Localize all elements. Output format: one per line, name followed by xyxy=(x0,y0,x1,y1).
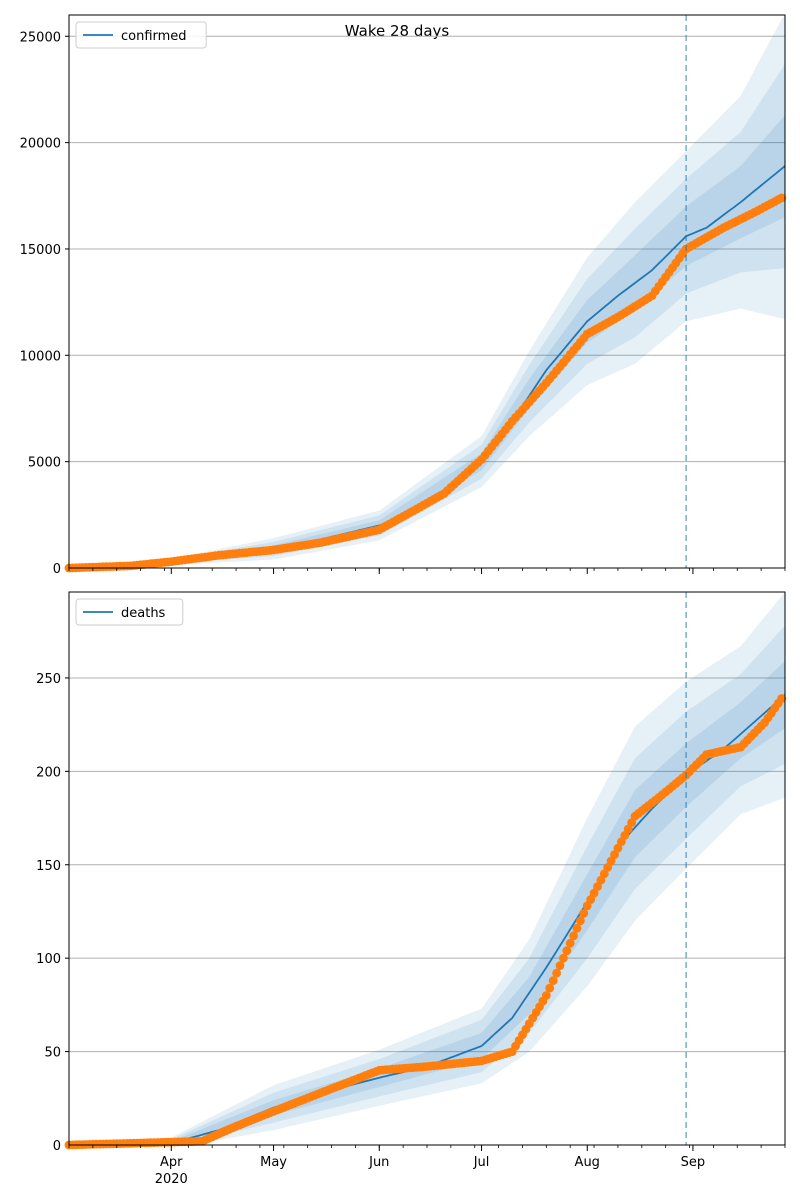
deaths-band-mid xyxy=(69,625,785,1145)
deaths-xtick-label: Apr xyxy=(160,1155,183,1170)
deaths-observed-point xyxy=(576,916,585,926)
deaths-ytick-label: 100 xyxy=(36,952,61,967)
confirmed-panel: 0 5000 10000 15000 20000 25000 confirmed xyxy=(20,14,786,577)
deaths-legend: deaths xyxy=(75,598,184,626)
deaths-xtick-label: Aug xyxy=(575,1155,600,1170)
confirmed-ytick-label: 0 xyxy=(53,562,61,577)
deaths-observed-point xyxy=(555,961,565,970)
deaths-observed-point xyxy=(545,983,555,993)
deaths-xtick-label: Jul xyxy=(473,1155,490,1170)
deaths-observed-point xyxy=(548,976,558,985)
deaths-observed-point xyxy=(579,908,589,918)
deaths-observed-point xyxy=(562,946,572,956)
confirmed-ytick-label: 20000 xyxy=(20,137,61,152)
confirmed-ytick-label: 5000 xyxy=(28,456,61,471)
confirmed-band-mid xyxy=(69,63,785,569)
deaths-band-outer xyxy=(69,592,785,1145)
confirmed-observed-point xyxy=(777,193,786,203)
deaths-observed-point xyxy=(565,938,575,948)
deaths-xtick-sublabel: 2020 xyxy=(155,1172,188,1187)
deaths-observed-point xyxy=(559,953,568,963)
deaths-panel: 0 50 100 150 200 250 Apr 2020 May Jun Jul Aug Sep dea… xyxy=(36,591,786,1187)
confirmed-legend-box xyxy=(75,21,207,49)
deaths-xtick-label: Sep xyxy=(681,1155,706,1170)
deaths-observed-point xyxy=(569,931,578,941)
deaths-legend-box xyxy=(75,598,184,626)
deaths-observed-point xyxy=(589,888,599,898)
confirmed-band-outer xyxy=(69,15,785,568)
chart-title: Wake 28 days xyxy=(345,22,450,40)
deaths-observed-point xyxy=(541,991,551,1000)
deaths-ytick-label: 150 xyxy=(36,859,61,874)
deaths-observed-point xyxy=(572,923,582,933)
deaths-xtick-label: May xyxy=(260,1155,287,1170)
deaths-legend-label: deaths xyxy=(121,606,166,621)
confirmed-legend-label: confirmed xyxy=(121,29,187,44)
deaths-ytick-label: 0 xyxy=(53,1139,61,1154)
deaths-xtick-label: Jun xyxy=(368,1155,389,1170)
confirmed-ytick-label: 15000 xyxy=(20,243,61,258)
deaths-observed-point xyxy=(552,968,561,978)
deaths-ytick-label: 200 xyxy=(36,765,61,780)
confirmed-ytick-label: 10000 xyxy=(20,349,61,364)
confirmed-ytick-label: 25000 xyxy=(20,30,61,45)
confirmed-legend: confirmed xyxy=(75,21,207,49)
deaths-ytick-label: 250 xyxy=(36,672,61,687)
deaths-ytick-label: 50 xyxy=(44,1046,61,1061)
deaths-observed-point xyxy=(777,694,786,703)
